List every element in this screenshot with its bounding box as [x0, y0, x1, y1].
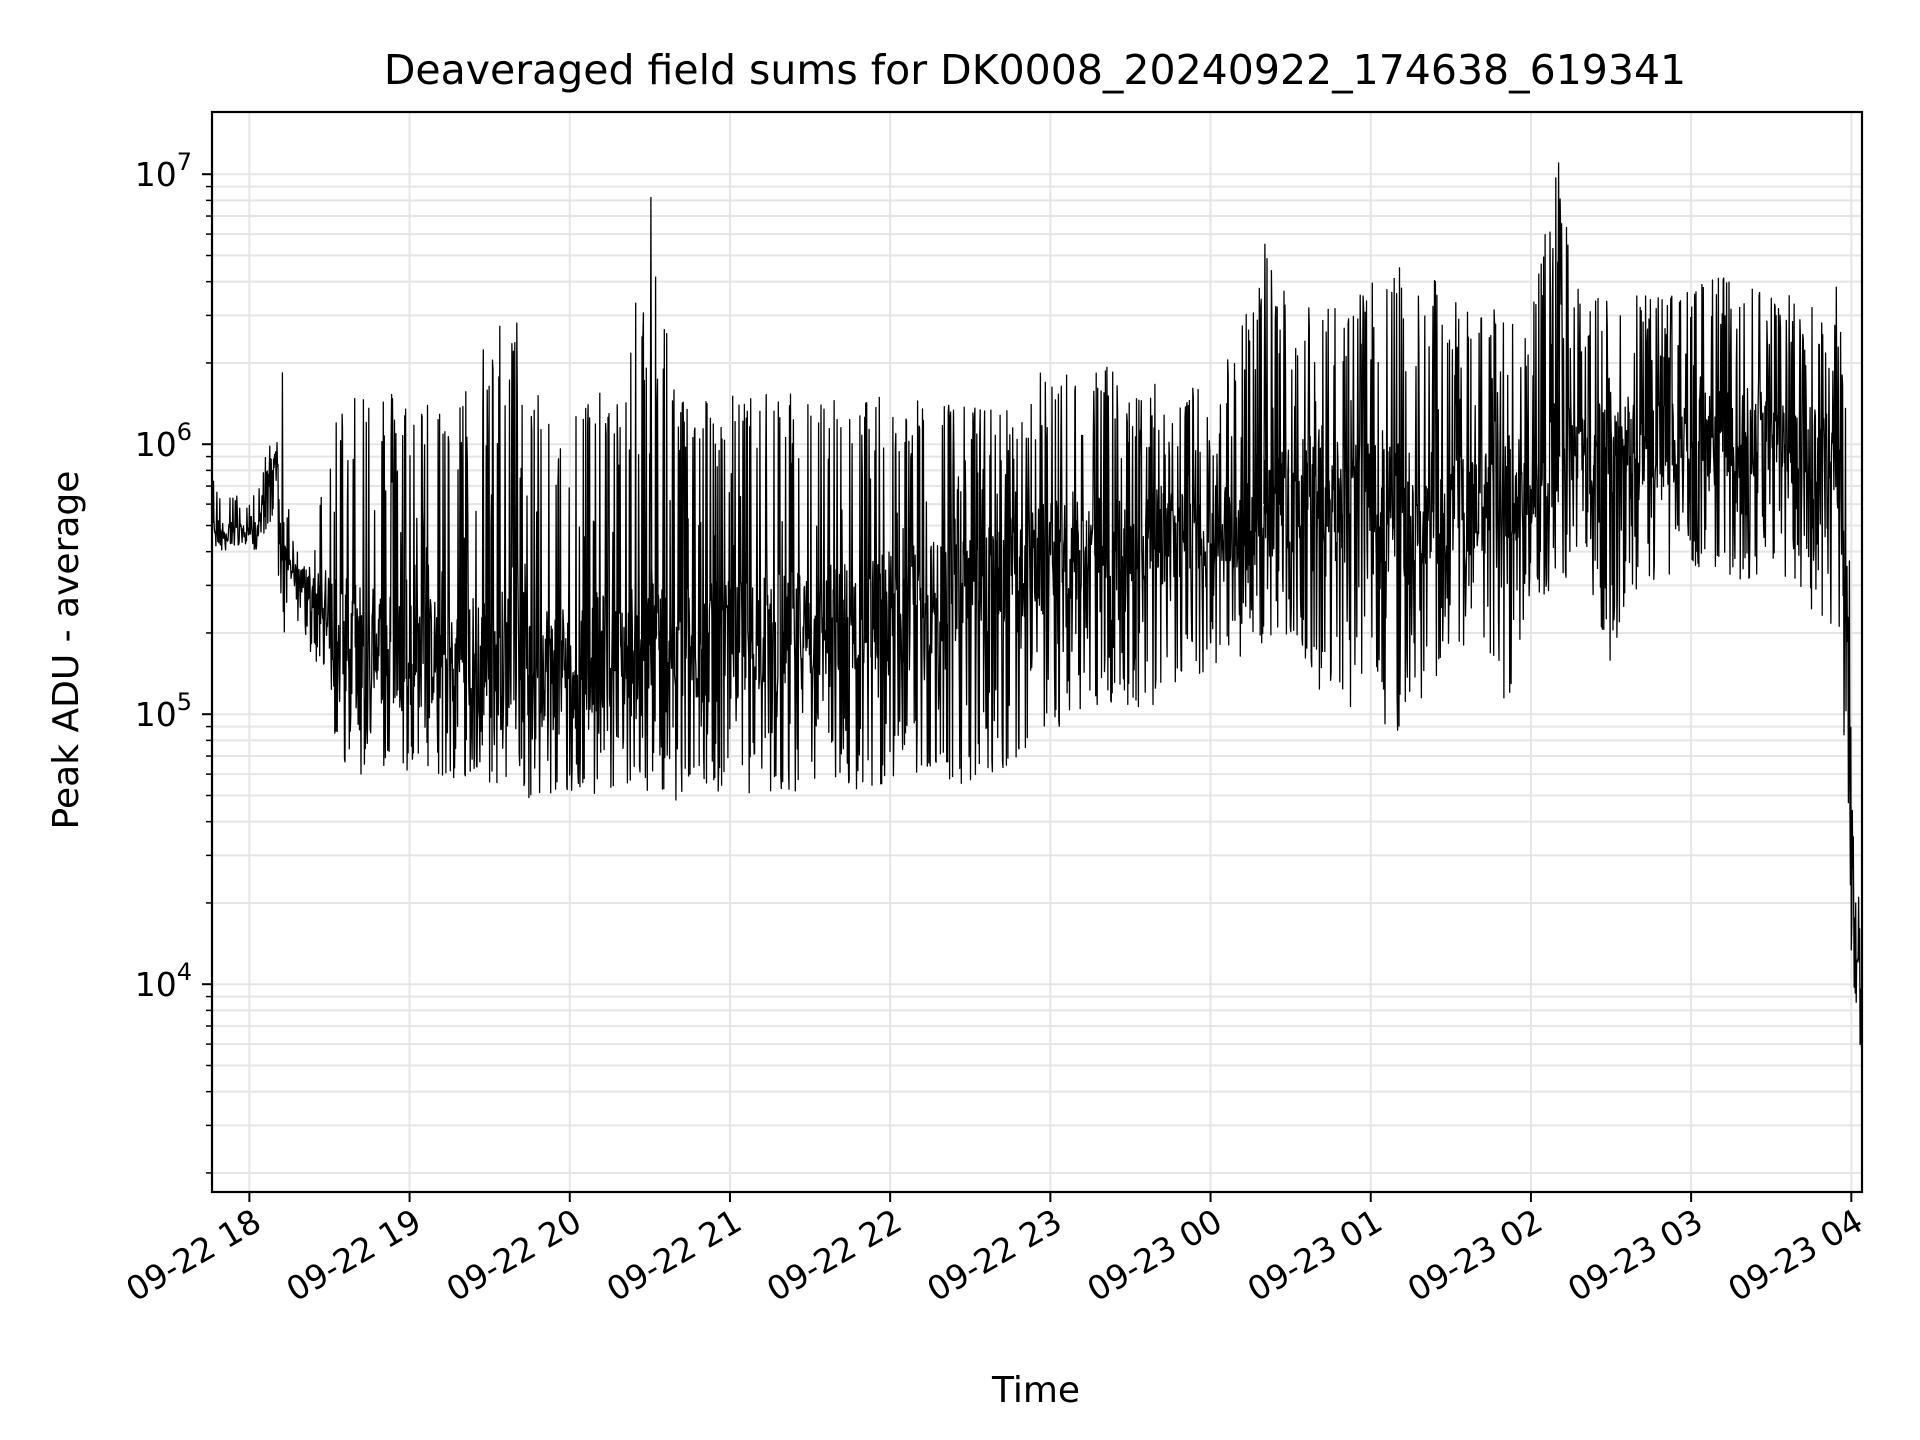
x-tick-label: 09-22 23 — [920, 1201, 1068, 1309]
y-tick-exponent: 6 — [177, 418, 192, 446]
x-tick-label: 09-23 00 — [1081, 1201, 1229, 1309]
y-tick-label: 104 — [135, 958, 192, 1004]
y-tick-base: 10 — [135, 425, 177, 464]
x-tick-label: 09-23 04 — [1721, 1201, 1869, 1309]
x-tick-label: 09-22 21 — [600, 1201, 748, 1309]
x-tick-label: 09-22 20 — [440, 1201, 588, 1309]
x-tick-label: 09-22 18 — [119, 1201, 267, 1309]
y-tick-exponent: 5 — [177, 688, 192, 716]
y-tick-base: 10 — [135, 155, 177, 194]
plot-frame — [210, 110, 1864, 1194]
y-tick-base: 10 — [135, 965, 177, 1004]
x-tick-label: 09-22 19 — [280, 1201, 428, 1309]
x-tick-label: 09-23 03 — [1561, 1201, 1709, 1309]
y-axis-label: Peak ADU - average — [46, 471, 87, 830]
y-tick-label: 107 — [135, 148, 192, 194]
y-tick-exponent: 7 — [177, 148, 192, 176]
y-tick-base: 10 — [135, 695, 177, 734]
x-axis-label: Time — [991, 1370, 1080, 1411]
y-tick-label: 106 — [135, 418, 192, 464]
x-tick-label: 09-22 22 — [760, 1201, 908, 1309]
y-tick-label: 105 — [135, 688, 192, 734]
series-line — [211, 162, 1863, 1049]
x-tick-label: 09-23 01 — [1241, 1201, 1389, 1309]
y-tick-exponent: 4 — [177, 958, 192, 986]
data-series — [211, 162, 1863, 1049]
x-tick-label: 09-23 02 — [1401, 1201, 1549, 1309]
chart-title: Deaveraged field sums for DK0008_2024092… — [384, 46, 1686, 94]
